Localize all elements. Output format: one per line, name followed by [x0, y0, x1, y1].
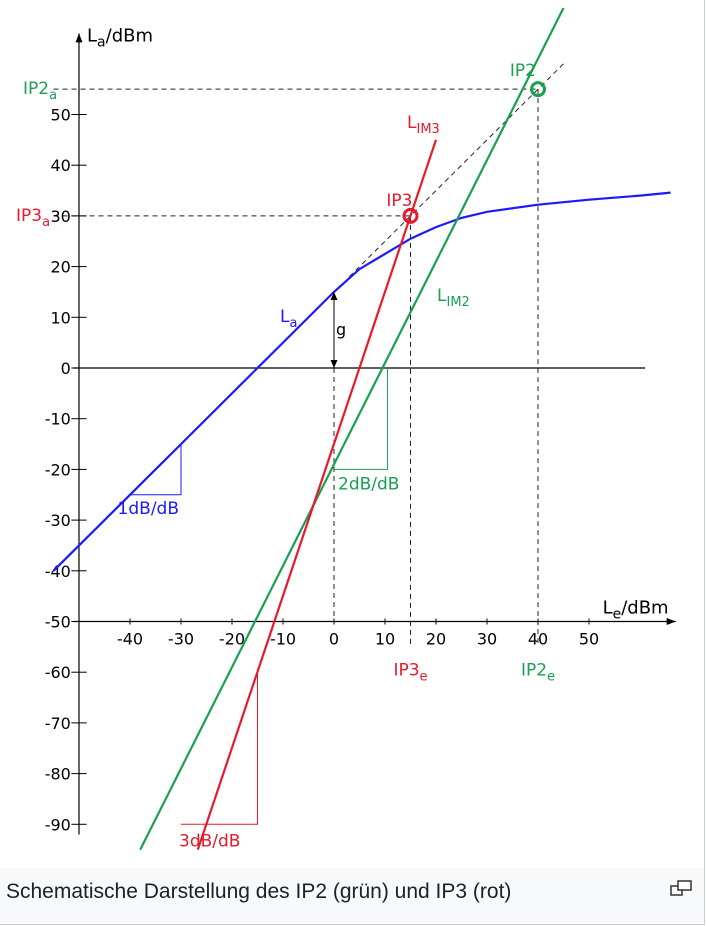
ip2-point-label: IP2 [510, 61, 536, 81]
series-im3-line [196, 139, 438, 851]
y-tick-label: 10 [50, 308, 70, 327]
x-tick-label: 50 [579, 630, 599, 649]
figure-caption: Schematische Darstellung des IP2 (grün) … [6, 880, 512, 903]
ip2-point [530, 81, 546, 98]
y-tick-label: -10 [45, 410, 71, 429]
x-tick-label: 30 [477, 630, 497, 649]
slope-label-im3: 3dB/dB [179, 831, 240, 851]
series-im2-line [139, 7, 565, 851]
x-tick-label: -30 [168, 630, 194, 649]
x-tick-label: 10 [375, 630, 395, 649]
x-tick-label: 40 [528, 630, 548, 649]
ip2a-label: IP2a [23, 79, 57, 103]
y-tick-label: -50 [45, 613, 71, 632]
x-tick-label: -40 [117, 630, 143, 649]
x-tick-label: -10 [270, 630, 296, 649]
ip-diagram: 50 40 30 20 10 0 -10 -20 -30 -40 -50 -60 -70 -80 -90 -4… [16, 7, 676, 851]
x-tick-label: 20 [426, 630, 446, 649]
series-im2-label: LIM2 [437, 286, 470, 310]
y-tick-label: 20 [50, 258, 70, 277]
slope-triangle [181, 672, 258, 825]
y-tick-label: 0 [61, 359, 71, 378]
y-axis-arrow [75, 33, 83, 43]
y-tick-label: -40 [45, 562, 71, 581]
gain-label: g [336, 320, 346, 339]
series-im3-label: LIM3 [407, 113, 440, 137]
x-axis-arrow [666, 618, 676, 625]
gain-arrowhead-up [330, 291, 338, 300]
y-tick-label: 50 [50, 106, 70, 125]
slope-triangle [130, 444, 182, 496]
slope-triangle [334, 368, 389, 470]
gain-arrowhead-down [330, 360, 338, 368]
y-axis-label: La/dBm [87, 26, 153, 51]
ip2e-label: IP2e [521, 661, 555, 685]
enlarge-icon[interactable] [670, 878, 694, 898]
series-la-label: La [280, 307, 297, 331]
slope-label-la: 1dB/dB [118, 499, 179, 519]
ip3-point-label: IP3 [386, 191, 412, 211]
ip3a-label: IP3a [16, 206, 50, 230]
y-tick-label: 30 [50, 207, 70, 226]
extrapolation-guide-line [348, 63, 564, 278]
ip3e-label: IP3e [393, 661, 427, 685]
y-tick-label: -30 [45, 511, 71, 530]
y-tick-label: -20 [45, 460, 71, 479]
y-tick-label: -80 [45, 765, 71, 784]
x-axis-label: Le/dBm [603, 598, 669, 623]
y-tick-label: 40 [50, 156, 70, 175]
y-tick-label: -60 [45, 663, 71, 682]
x-tick-label: -20 [219, 630, 245, 649]
slope-label-im2: 2dB/dB [338, 474, 399, 494]
y-tick-label: -70 [45, 714, 71, 733]
plot-area: 50 40 30 20 10 0 -10 -20 -30 -40 -50 -60 -70 -80 -90 -4… [16, 7, 676, 852]
x-tick-label: 0 [329, 630, 339, 649]
y-tick-label: -90 [45, 815, 71, 834]
series-la-line [52, 191, 671, 572]
ip3-point [402, 207, 419, 224]
